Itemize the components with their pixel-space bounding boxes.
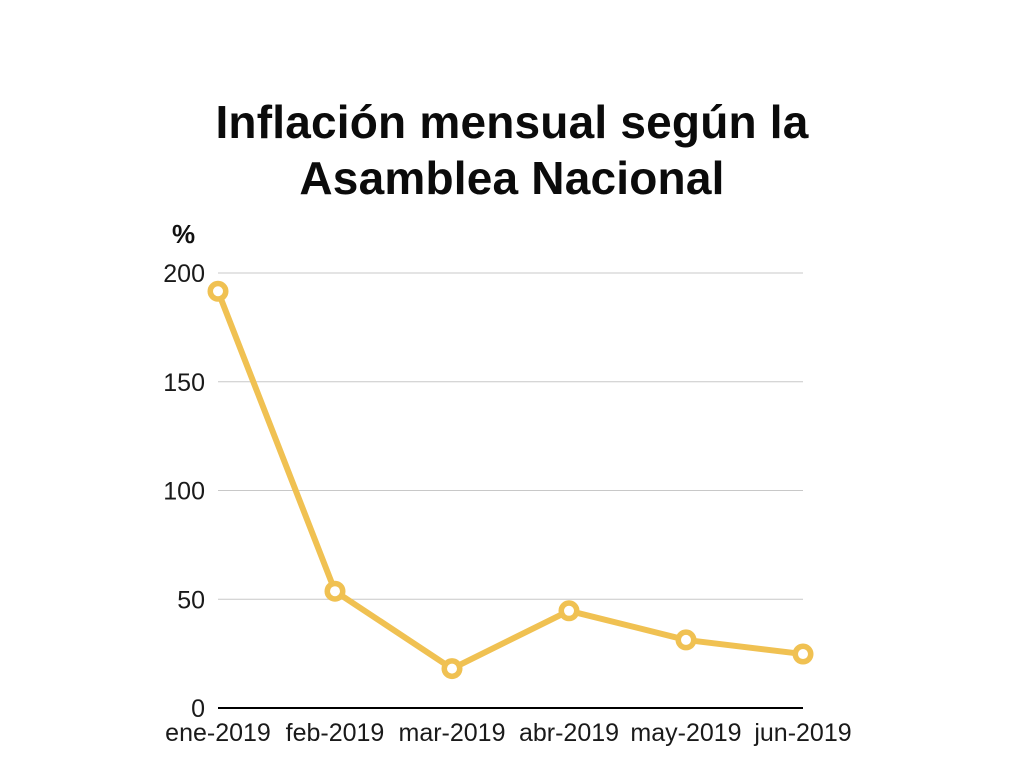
data-point-marker [207,280,229,302]
data-point-marker [441,658,463,680]
x-tick-label: may-2019 [630,719,741,747]
x-tick-label: abr-2019 [519,719,619,747]
x-tick-label: ene-2019 [165,719,271,747]
gridlines-layer [218,272,803,709]
y-axis-unit-label: % [172,219,196,249]
y-tick-label: 100 [163,478,205,506]
inflation-line [215,288,806,672]
y-tick-label: 50 [177,586,205,614]
y-tick-label: 0 [191,695,205,723]
data-point-marker [792,643,814,665]
x-tick-label: feb-2019 [286,719,385,747]
data-point-marker [558,600,580,622]
x-tick-label: jun-2019 [753,719,851,747]
x-axis-tick-labels: ene-2019 feb-2019 mar-2019 abr-2019 may-2019… [165,719,851,747]
x-tick-label: mar-2019 [399,719,506,747]
data-point-marker [675,629,697,651]
y-tick-label: 200 [163,260,205,288]
y-axis-tick-labels: 0 50 100 150 200 [163,260,205,723]
chart-title: Inflación mensual según la Asamblea Naci… [215,96,809,205]
data-point-marker [324,580,346,602]
series-layer [207,280,814,680]
y-tick-label: 150 [163,369,205,397]
